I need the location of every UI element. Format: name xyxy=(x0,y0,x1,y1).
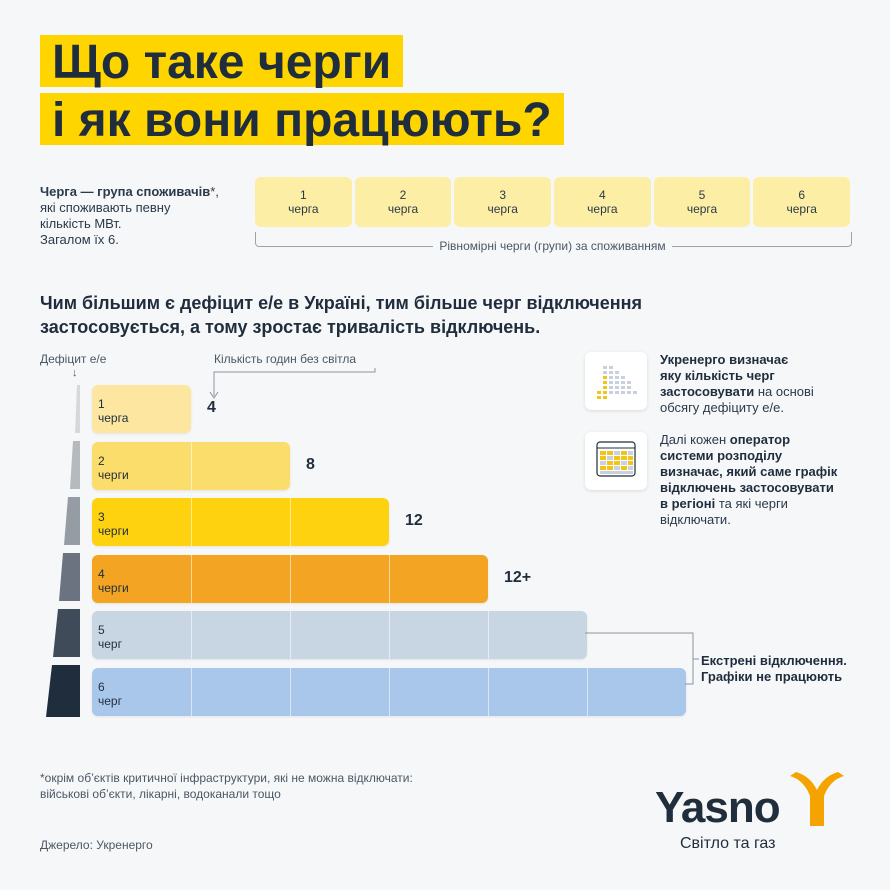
queue-bar-6: 6 черг xyxy=(92,668,686,716)
emergency-bracket xyxy=(585,632,699,685)
definition-line-2: кількість МВт. xyxy=(40,216,122,231)
queue-cell-1: 1 черга xyxy=(255,177,352,227)
queue-cell-5: 5 черга xyxy=(653,177,751,227)
bar-segment-divider xyxy=(389,611,390,659)
queue-cell-2: 2 черга xyxy=(354,177,452,227)
definition-bold: Черга — група споживачів xyxy=(40,184,211,199)
yasno-mark-icon xyxy=(790,772,844,826)
title-line-1: Що таке черги xyxy=(40,35,404,89)
bar-segment-divider xyxy=(389,555,390,603)
bar-segment-divider xyxy=(290,611,291,659)
emergency-note: Екстрені відключення. Графіки не працюють xyxy=(701,653,847,684)
queue-bar-5: 5 черг xyxy=(92,611,587,659)
hours-value-4: 12+ xyxy=(504,569,532,586)
bar-segment-divider xyxy=(191,442,192,490)
bar-segment-divider xyxy=(587,668,588,716)
definition-line-3: Загалом їх 6. xyxy=(40,232,119,247)
definition-star: *, xyxy=(210,184,219,199)
bar-segment-divider xyxy=(191,668,192,716)
bar-segment-divider xyxy=(488,668,489,716)
queue-caption: Рівномірні черги (групи) за споживанням xyxy=(255,239,850,253)
title-line-2: і як вони працюють? xyxy=(40,93,564,147)
queue-bar-label: 3 черги xyxy=(98,510,129,538)
yasno-logo: Yasno xyxy=(655,783,781,832)
queue-bar-label: 2 черги xyxy=(98,454,129,482)
logo-tagline: Світло та газ xyxy=(680,835,776,852)
bar-segment-divider xyxy=(191,498,192,546)
definition-line-1: які споживають певну xyxy=(40,200,171,215)
bar-segment-divider xyxy=(290,668,291,716)
lead-text: Чим більшим є дефіцит е/е в Україні, тим… xyxy=(40,293,642,337)
hours-label: Кількість годин без світла xyxy=(214,352,357,366)
bar-segment-divider xyxy=(389,668,390,716)
bar-segment-divider xyxy=(488,611,489,659)
source: Джерело: Укренерго xyxy=(40,838,153,852)
queue-bar-label: 4 черги xyxy=(98,567,129,595)
queue-bar-2: 2 черги xyxy=(92,442,290,490)
queue-cell-4: 4 черга xyxy=(554,177,651,227)
hours-value-1: 4 xyxy=(207,399,216,416)
queue-bar-label: 1 черга xyxy=(98,397,129,425)
bar-segment-divider xyxy=(290,498,291,546)
footnote: *окрім об’єктів критичної інфраструктури… xyxy=(40,771,413,801)
queue-cell-3: 3 черга xyxy=(454,177,552,227)
deficit-label: Дефіцит е/е xyxy=(40,352,107,366)
queue-bar-label: 6 черг xyxy=(98,680,122,708)
hours-value-3: 12 xyxy=(405,512,423,529)
info-operator: Далі кожен оператор системи розподілу ви… xyxy=(660,432,838,527)
queue-bar-label: 5 черг xyxy=(98,623,122,651)
chart-icon xyxy=(585,352,647,410)
queue-bar-3: 3 черги xyxy=(92,498,389,546)
deficit-scale xyxy=(46,385,80,717)
bar-segment-divider xyxy=(191,555,192,603)
queue-strip: 1 черга 2 черга 3 черга 4 черга 5 черга 6 черг… xyxy=(255,177,851,227)
queue-definition: Черга — група споживачів*, які споживают… xyxy=(40,184,245,248)
deficit-arrow-icon: ↓ xyxy=(72,367,78,379)
schedule-icon xyxy=(585,432,647,490)
queue-bar-1: 1 черга xyxy=(92,385,191,433)
hours-value-2: 8 xyxy=(306,456,315,473)
queue-bar-4: 4 черги xyxy=(92,555,488,603)
bar-segment-divider xyxy=(290,555,291,603)
info-ukrenergo: Укренерго визначає яку кількість черг за… xyxy=(660,352,814,415)
bar-segment-divider xyxy=(191,611,192,659)
hours-pointer-icon xyxy=(209,368,376,399)
queue-cell-6: 6 черга xyxy=(753,177,851,227)
